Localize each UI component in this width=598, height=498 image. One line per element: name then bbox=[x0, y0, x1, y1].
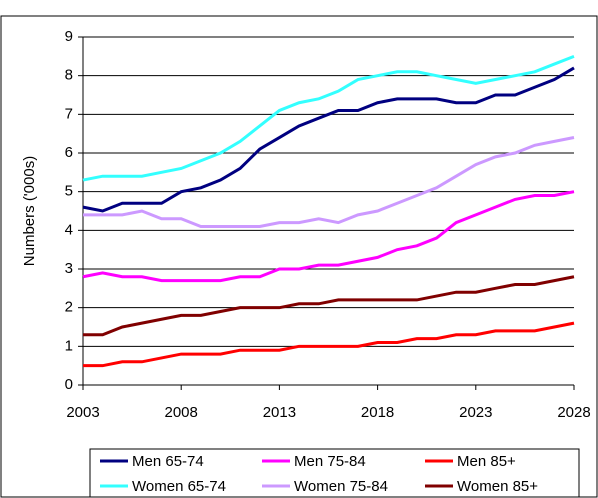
series-line bbox=[82, 54, 575, 182]
series-line bbox=[83, 275, 575, 337]
y-tick-label: 3 bbox=[65, 260, 73, 277]
y-tick-label: 2 bbox=[65, 299, 73, 316]
y-axis-label: Numbers ('000s) bbox=[21, 156, 38, 266]
x-tick-label: 2008 bbox=[165, 404, 198, 421]
y-tick-label: 6 bbox=[65, 144, 73, 161]
y-tick-label: 0 bbox=[65, 376, 73, 393]
legend-label: Women 85+ bbox=[457, 478, 538, 495]
series-line bbox=[82, 190, 575, 283]
y-tick-label: 9 bbox=[65, 28, 73, 45]
x-tick-label: 2003 bbox=[66, 404, 99, 421]
y-tick-label: 8 bbox=[65, 67, 73, 84]
x-tick-label: 2013 bbox=[263, 404, 296, 421]
chart-frame bbox=[0, 15, 598, 498]
series-line bbox=[82, 66, 575, 213]
legend-label: Men 65-74 bbox=[132, 453, 204, 470]
legend-box bbox=[89, 448, 580, 498]
y-tick-label: 7 bbox=[65, 105, 73, 122]
x-tick-label: 2023 bbox=[459, 404, 492, 421]
legend-label: Women 75-84 bbox=[294, 478, 388, 495]
y-tick-label: 5 bbox=[65, 183, 73, 200]
series-line bbox=[83, 321, 575, 368]
x-tick-label: 2028 bbox=[557, 404, 590, 421]
series-line bbox=[83, 136, 575, 228]
legend-label: Men 75-84 bbox=[294, 453, 366, 470]
legend-label: Women 65-74 bbox=[132, 478, 226, 495]
legend-label: Men 85+ bbox=[457, 453, 516, 470]
y-tick-label: 4 bbox=[65, 221, 73, 238]
y-tick-label: 1 bbox=[65, 337, 73, 354]
x-tick-label: 2018 bbox=[361, 404, 394, 421]
